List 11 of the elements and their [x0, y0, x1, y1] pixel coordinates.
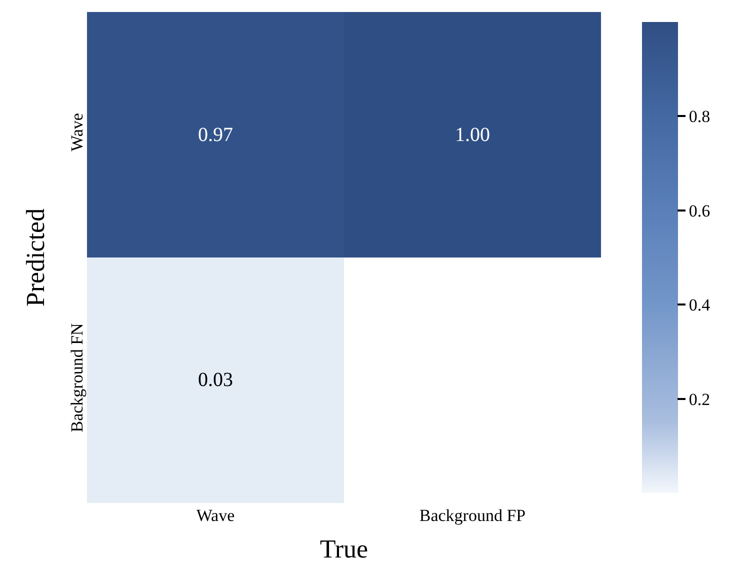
color-bar-label: 0.2 — [688, 390, 710, 409]
data-label: 0.97 — [198, 124, 233, 146]
data-label: 0.03 — [198, 369, 233, 391]
color-bar-label: 0.8 — [688, 107, 710, 126]
x-axis-title: True — [320, 534, 368, 564]
color-bar-label: 0.6 — [688, 201, 710, 220]
data-label: 1.00 — [455, 124, 490, 146]
x-tick-label: Background FP — [419, 506, 526, 525]
y-axis-title: Predicted — [21, 208, 50, 307]
y-tick-label: Background FN — [68, 323, 87, 432]
color-bar-label: 0.4 — [688, 296, 711, 315]
